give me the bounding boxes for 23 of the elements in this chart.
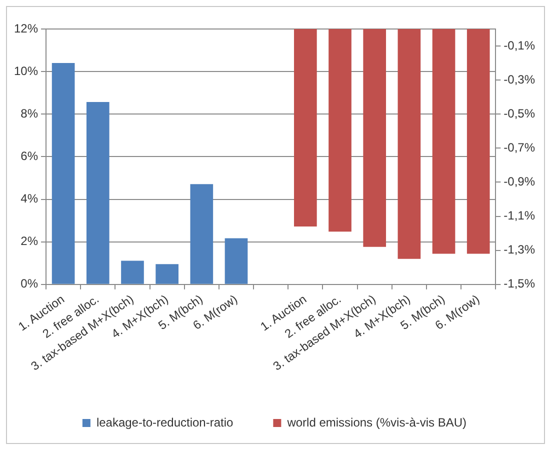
y2-tick-label: -1,5% [504,276,536,291]
y2-tick-label: -0,5% [504,106,536,120]
y2-tick-label: -0,7% [504,140,536,154]
y-tick-label: 8% [20,106,38,120]
y-tick-label: 12% [14,21,38,36]
y2-tick-label: -0,1% [504,38,536,52]
bar [52,63,75,284]
bar [121,260,144,284]
y-tick-label: 2% [20,234,38,248]
bar [190,184,214,284]
y-tick-label: 0% [20,276,38,291]
y2-tick-label: -0,3% [504,72,536,86]
legend-label: world emissions (%vis-à-vis BAU) [286,415,467,430]
legend-label: leakage-to-reduction-ratio [96,415,234,430]
y2-tick-label: -1,1% [504,208,536,223]
y-tick-label: 4% [20,192,38,206]
y-tick-label: 10% [14,64,38,78]
bar [86,102,110,284]
y2-tick-label: -1,3% [504,242,536,257]
y2-tick-label: -0,9% [504,174,536,189]
bar [224,238,248,284]
bar [156,264,178,284]
y-tick-label: 6% [20,149,38,164]
